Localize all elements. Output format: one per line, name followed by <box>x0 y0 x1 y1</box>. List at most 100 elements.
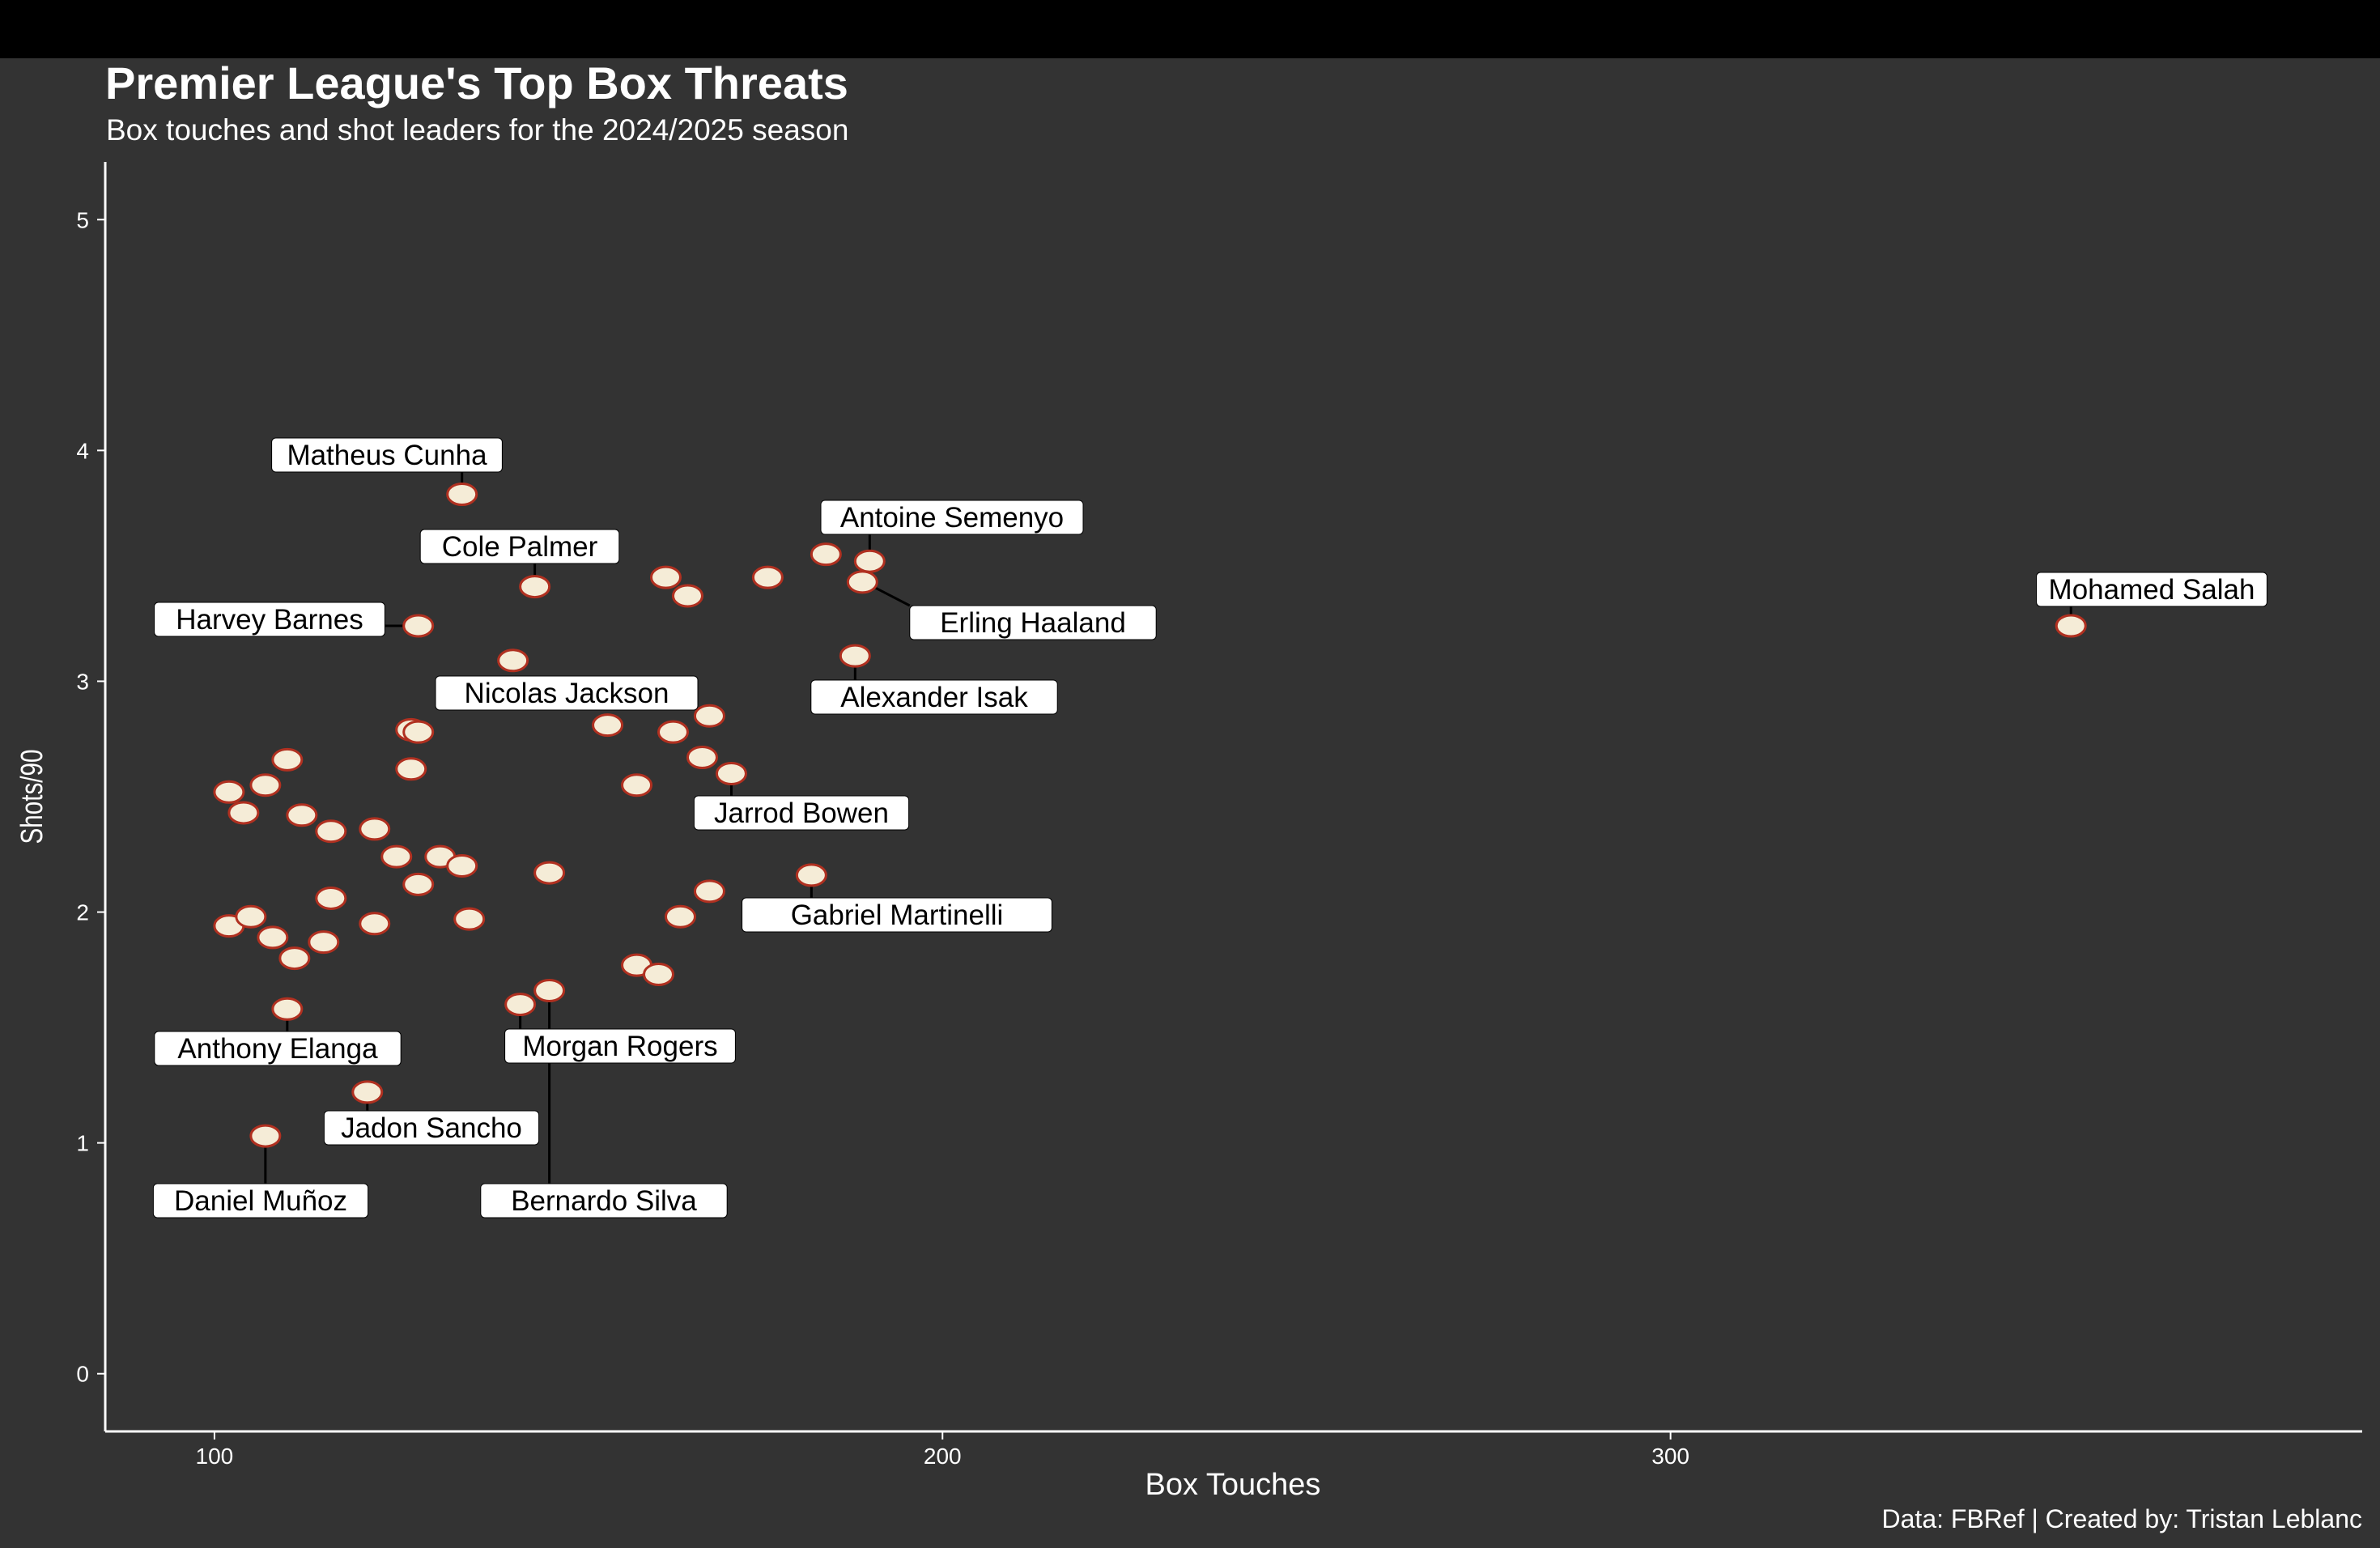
data-point <box>380 844 413 869</box>
data-point <box>453 907 486 931</box>
player-name-label: Jarrod Bowen <box>714 797 889 829</box>
label-box <box>271 437 503 473</box>
chart-panel <box>0 58 2380 1548</box>
label-box <box>480 1183 728 1218</box>
data-point <box>286 803 318 827</box>
data-point <box>497 649 529 673</box>
label-box <box>152 1183 369 1218</box>
data-point <box>271 747 304 772</box>
y-tick-label: 3 <box>76 669 89 694</box>
label-box <box>909 605 1157 640</box>
top-bar <box>0 0 2380 58</box>
point-label: Matheus Cunha <box>271 437 503 473</box>
data-point <box>592 713 624 738</box>
data-point <box>686 746 718 770</box>
data-point <box>853 549 886 573</box>
y-axis-title: Shots/90 <box>15 750 49 844</box>
point-label: Daniel Muñoz <box>152 1183 369 1218</box>
point-label: Mohamed Salah <box>2036 572 2267 607</box>
data-point <box>643 963 675 987</box>
data-point <box>533 861 566 885</box>
label-box <box>435 675 699 711</box>
y-tick-label: 4 <box>76 438 89 463</box>
label-box <box>154 602 385 637</box>
point-label: Harvey Barnes <box>154 602 385 637</box>
label-box <box>504 1028 736 1064</box>
data-point <box>227 801 260 825</box>
data-point <box>402 872 435 896</box>
data-point <box>315 819 347 844</box>
data-point <box>249 773 282 797</box>
label-leader-line <box>870 584 911 607</box>
data-point <box>693 704 725 728</box>
data-point <box>271 997 304 1021</box>
label-box <box>323 1110 540 1146</box>
player-name-label: Mohamed Salah <box>2049 574 2255 606</box>
label-box <box>2036 572 2267 607</box>
x-tick-label: 100 <box>196 1444 234 1469</box>
data-point <box>839 644 871 668</box>
point-label: Anthony Elanga <box>154 1031 402 1066</box>
label-box <box>810 679 1058 715</box>
player-name-label: Cole Palmer <box>442 531 598 563</box>
data-point <box>278 946 311 971</box>
point-label: Morgan Rogers <box>504 1028 736 1064</box>
data-point <box>257 925 289 950</box>
player-name-label: Antoine Semenyo <box>840 502 1064 534</box>
data-point <box>446 854 478 878</box>
data-point <box>359 912 391 936</box>
y-tick-label: 2 <box>76 900 89 925</box>
x-axis-title: Box Touches <box>1145 1468 1321 1502</box>
data-point <box>533 978 566 1002</box>
y-ticks: 0 1 2 3 4 5 <box>76 207 105 1387</box>
data-point <box>504 993 537 1017</box>
data-point <box>795 863 827 887</box>
y-tick-label: 0 <box>76 1362 89 1387</box>
data-point <box>249 1124 282 1148</box>
data-point <box>715 761 747 785</box>
player-name-label: Morgan Rogers <box>522 1031 717 1062</box>
data-point <box>693 879 725 904</box>
point-label: Nicolas Jackson <box>435 675 699 711</box>
data-point <box>402 614 435 638</box>
label-box <box>419 529 620 564</box>
data-points <box>213 483 2087 1148</box>
data-point <box>359 817 391 841</box>
x-tick-label: 300 <box>1651 1444 1689 1469</box>
data-point <box>519 575 551 599</box>
y-tick-label: 5 <box>76 207 89 232</box>
player-name-label: Bernardo Silva <box>511 1185 697 1217</box>
data-point <box>235 904 267 929</box>
data-point <box>671 584 703 608</box>
label-box <box>742 897 1052 933</box>
x-ticks: 100 200 300 <box>196 1431 1689 1469</box>
player-name-label: Matheus Cunha <box>287 440 487 471</box>
data-point <box>810 542 842 567</box>
data-point <box>2055 614 2087 638</box>
label-box <box>820 500 1084 535</box>
point-label: Jadon Sancho <box>323 1110 540 1146</box>
data-point <box>213 780 245 804</box>
data-point <box>351 1080 384 1104</box>
player-name-label: Anthony Elanga <box>177 1033 378 1065</box>
data-point <box>751 565 784 589</box>
label-box <box>693 795 910 831</box>
point-label: Cole Palmer <box>419 529 620 564</box>
player-name-label: Harvey Barnes <box>176 604 363 636</box>
point-labels: Mohamed Salah Matheus Cunha Cole Palmer Ant… <box>152 437 2267 1218</box>
label-box <box>154 1031 402 1066</box>
data-point <box>846 570 878 594</box>
player-name-label: Jadon Sancho <box>341 1112 522 1144</box>
player-name-label: Gabriel Martinelli <box>791 899 1004 931</box>
player-name-label: Erling Haaland <box>940 607 1126 639</box>
data-point <box>315 886 347 910</box>
player-name-label: Nicolas Jackson <box>465 678 669 709</box>
player-name-label: Daniel Muñoz <box>174 1185 347 1217</box>
data-point <box>664 904 696 929</box>
point-label: Bernardo Silva <box>480 1183 728 1218</box>
point-label: Antoine Semenyo <box>820 500 1084 535</box>
chart-caption: Data: FBRef | Created by: Tristan Leblan… <box>1881 1504 2362 1533</box>
point-label: Jarrod Bowen <box>693 795 910 831</box>
chart-title: Premier League's Top Box Threats <box>105 57 848 108</box>
